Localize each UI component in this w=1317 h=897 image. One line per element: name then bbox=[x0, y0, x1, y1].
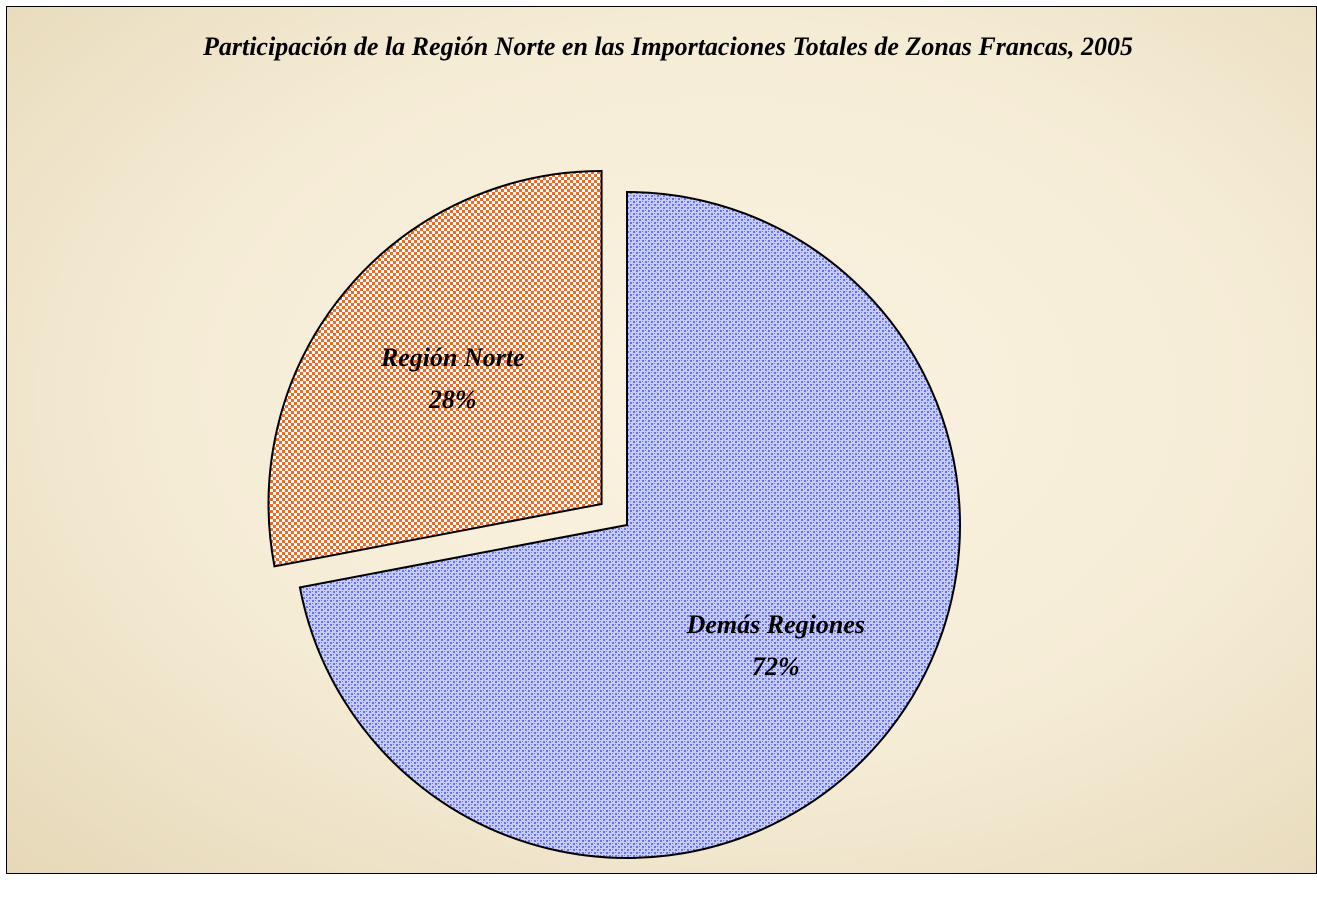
chart-title: Participación de la Región Norte en las … bbox=[202, 32, 1133, 61]
pie-slice bbox=[298, 190, 961, 859]
slice-value-label: 72% bbox=[752, 652, 800, 681]
slice-label: Región Norte bbox=[380, 343, 525, 372]
slice-value-label: 28% bbox=[428, 385, 477, 414]
slice-label: Demás Regiones bbox=[686, 610, 865, 639]
pie-slice bbox=[267, 169, 603, 568]
